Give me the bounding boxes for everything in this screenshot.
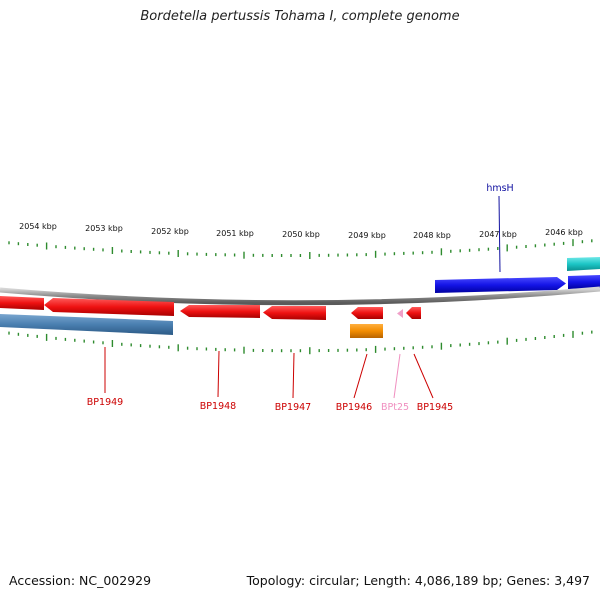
gene-label-BP1949[interactable]: BP1949	[87, 397, 123, 408]
BP1947-leader-line	[292, 352, 295, 399]
gene-label-BPt25[interactable]: BPt25	[381, 402, 409, 413]
gene-label-BP1945[interactable]: BP1945	[417, 402, 453, 413]
kbp-label: 2052 kbp	[151, 227, 189, 236]
genome-summary-text: Topology: circular; Length: 4,086,189 bp…	[246, 573, 590, 588]
gene-minus-band[interactable]	[0, 314, 173, 335]
kbp-label: 2053 kbp	[85, 224, 123, 233]
BP1948-leader-line	[217, 350, 220, 398]
gene-label-hmsH[interactable]: hmsH	[486, 183, 513, 194]
cds-BP1945[interactable]	[406, 307, 421, 319]
hmsH-leader-line	[498, 195, 501, 273]
cds-BP1948[interactable]	[180, 305, 260, 318]
BP1945-leader-line	[413, 353, 434, 399]
cds-BP1949-a[interactable]	[0, 296, 44, 310]
kbp-label: 2047 kbp	[479, 230, 517, 239]
cyan-feature[interactable]	[567, 257, 600, 271]
kbp-label: 2054 kbp	[19, 222, 57, 231]
kbp-label: 2046 kbp	[545, 228, 583, 237]
kbp-label: 2050 kbp	[282, 230, 320, 239]
cds-hmsH[interactable]	[435, 277, 566, 293]
cds-BP1946[interactable]	[351, 307, 383, 319]
gene-label-BP1947[interactable]: BP1947	[275, 402, 311, 413]
kbp-label: 2051 kbp	[216, 229, 254, 238]
kbp-scale-labels: 2054 kbp 2053 kbp 2052 kbp 2051 kbp 2050…	[19, 222, 583, 240]
orange-feature[interactable]	[350, 324, 383, 338]
cds-BP1947[interactable]	[263, 306, 326, 320]
gene-label-BP1946[interactable]: BP1946	[336, 402, 372, 413]
kbp-label: 2048 kbp	[413, 231, 451, 240]
map-title: Bordetella pertussis Tohama I, complete …	[140, 9, 460, 24]
cds-BP1949[interactable]	[44, 298, 174, 316]
outer-tick-marks	[8, 239, 593, 259]
gene-label-BP1948[interactable]: BP1948	[200, 401, 236, 412]
BPt25-leader-line	[393, 353, 401, 399]
trna-BPt25[interactable]	[397, 309, 403, 318]
inner-tick-marks	[8, 330, 593, 355]
kbp-label: 2049 kbp	[348, 231, 386, 240]
BP1946-leader-line	[353, 353, 368, 399]
genome-backbone	[0, 286, 600, 306]
cds-plus-right[interactable]	[568, 275, 600, 289]
accession-text: Accession: NC_002929	[9, 573, 152, 588]
